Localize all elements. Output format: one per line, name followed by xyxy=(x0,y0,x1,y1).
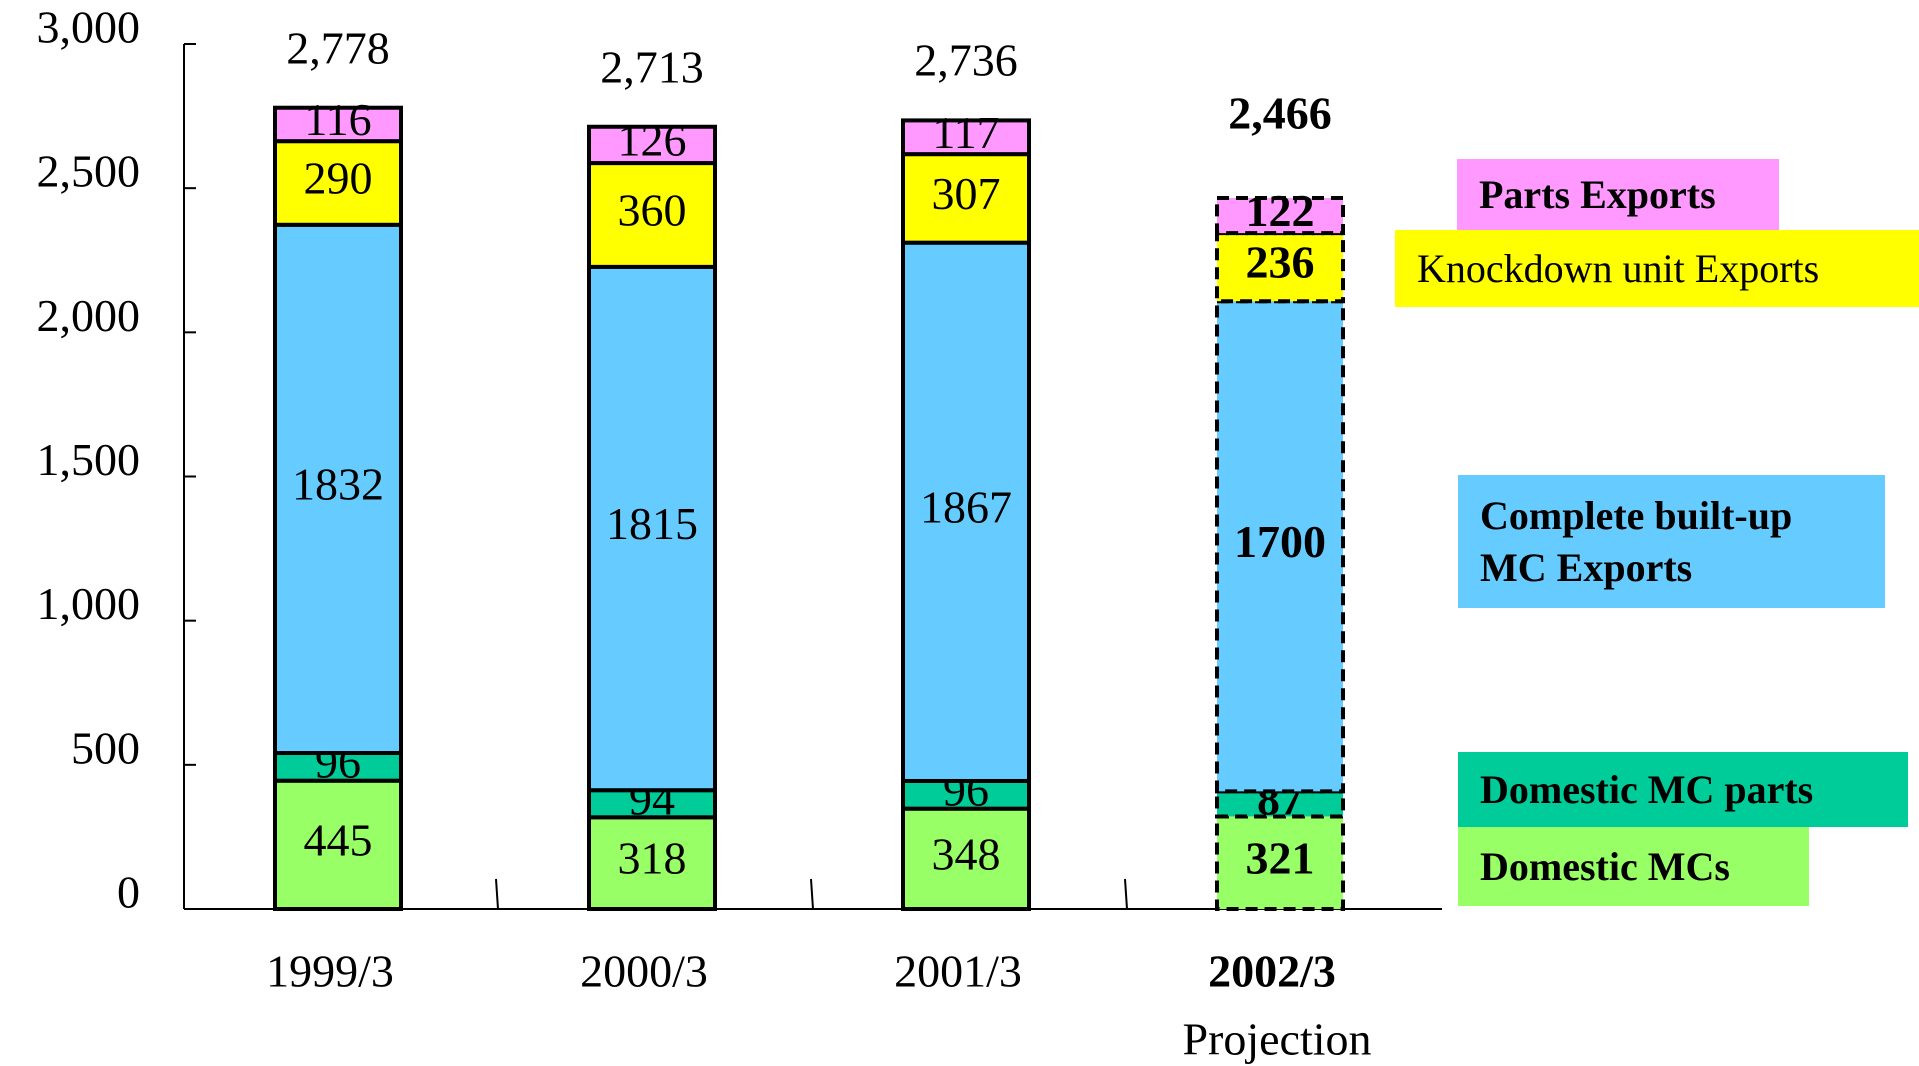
bar-segment xyxy=(1215,814,1345,912)
value-label: 1867 xyxy=(920,481,1012,532)
legend-entry: Complete built-up MC Exports xyxy=(1458,475,1885,608)
annotation: Projection xyxy=(1182,1014,1371,1065)
value-label: 318 xyxy=(618,833,687,884)
y-tick-label: 2,000 xyxy=(37,290,141,341)
value-label: 445 xyxy=(304,814,373,865)
y-tick-label: 0 xyxy=(117,867,140,918)
value-label: 290 xyxy=(304,153,373,204)
y-tick-label: 3,000 xyxy=(37,2,141,53)
legend-entry: Domestic MCs xyxy=(1458,827,1809,906)
legend-entry: Parts Exports xyxy=(1457,159,1779,230)
value-label: 348 xyxy=(932,828,1001,879)
total-label: 2,466 xyxy=(1228,88,1332,139)
bar-segment xyxy=(901,152,1031,245)
value-label: 126 xyxy=(618,114,687,165)
bar-segment xyxy=(273,778,403,911)
bar-segment xyxy=(587,264,717,793)
total-label: 2,713 xyxy=(600,41,704,92)
value-label: 117 xyxy=(932,107,999,158)
value-label: 116 xyxy=(304,94,371,145)
bar-segment xyxy=(587,788,717,820)
bar-segment xyxy=(1215,195,1345,236)
value-label: 1832 xyxy=(292,458,384,509)
x-tick xyxy=(495,878,499,910)
total-label: 2,778 xyxy=(286,23,390,74)
value-label: 236 xyxy=(1246,237,1315,288)
bar-segment xyxy=(273,105,403,144)
y-tick-label: 500 xyxy=(71,722,140,773)
y-tick-label: 1,500 xyxy=(37,434,141,485)
legend-entry: Domestic MC parts xyxy=(1458,752,1908,827)
bar-segment xyxy=(901,806,1031,911)
value-label: 122 xyxy=(1246,185,1315,236)
value-label: 1815 xyxy=(606,498,698,549)
x-tick xyxy=(810,878,814,910)
x-tick-label: 2002/3 xyxy=(1208,946,1336,997)
bar-segment xyxy=(901,118,1031,157)
value-label: 360 xyxy=(618,185,687,236)
bar-segment xyxy=(587,161,717,269)
bar-segment xyxy=(273,222,403,756)
value-label: 307 xyxy=(932,168,1001,219)
bar-segment xyxy=(587,124,717,166)
x-tick-label: 2001/3 xyxy=(894,946,1022,997)
x-tick xyxy=(1124,878,1128,910)
x-tick-label: 2000/3 xyxy=(580,946,708,997)
y-tick-label: 1,000 xyxy=(37,578,141,629)
bar-segment xyxy=(587,815,717,911)
value-label: 321 xyxy=(1246,832,1315,883)
legend-entry: Knockdown unit Exports xyxy=(1395,230,1919,307)
y-tick-label: 2,500 xyxy=(37,146,141,197)
total-label: 2,736 xyxy=(914,35,1018,86)
x-tick-label: 1999/3 xyxy=(266,946,394,997)
bar-segment xyxy=(901,240,1031,783)
value-label: 1700 xyxy=(1234,516,1326,567)
bar-segment xyxy=(1215,789,1345,819)
